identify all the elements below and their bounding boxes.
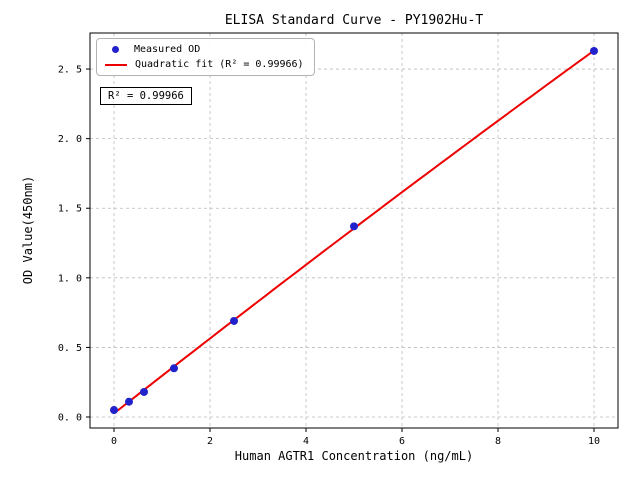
svg-text:0. 0: 0. 0 xyxy=(58,413,82,424)
svg-text:1. 5: 1. 5 xyxy=(58,204,82,215)
scatter-marker-icon xyxy=(112,46,119,53)
legend: Measured OD Quadratic fit (R² = 0.99966) xyxy=(96,38,315,76)
svg-text:10: 10 xyxy=(588,436,600,447)
svg-text:6: 6 xyxy=(399,436,405,447)
svg-text:2. 0: 2. 0 xyxy=(58,134,82,145)
chart-title: ELISA Standard Curve - PY1902Hu-T xyxy=(224,13,484,28)
legend-label-quadratic-fit: Quadratic fit (R² = 0.99966) xyxy=(135,59,304,70)
r-squared-annotation: R² = 0.99966 xyxy=(100,87,192,105)
svg-text:2. 5: 2. 5 xyxy=(58,65,82,76)
svg-text:1. 0: 1. 0 xyxy=(58,273,82,284)
svg-text:8: 8 xyxy=(495,436,501,447)
svg-text:0. 5: 0. 5 xyxy=(58,343,82,354)
y-axis-label: OD Value(450nm) xyxy=(21,175,35,285)
legend-item-quadratic-fit: Quadratic fit (R² = 0.99966) xyxy=(105,59,304,70)
fit-line-marker-icon xyxy=(105,63,127,66)
svg-text:2: 2 xyxy=(207,436,213,447)
legend-item-measured-od: Measured OD xyxy=(105,44,304,55)
svg-text:0: 0 xyxy=(111,436,117,447)
x-axis-label: Human AGTR1 Concentration (ng/mL) xyxy=(234,449,474,463)
legend-label-measured-od: Measured OD xyxy=(134,44,201,55)
svg-text:4: 4 xyxy=(303,436,309,447)
